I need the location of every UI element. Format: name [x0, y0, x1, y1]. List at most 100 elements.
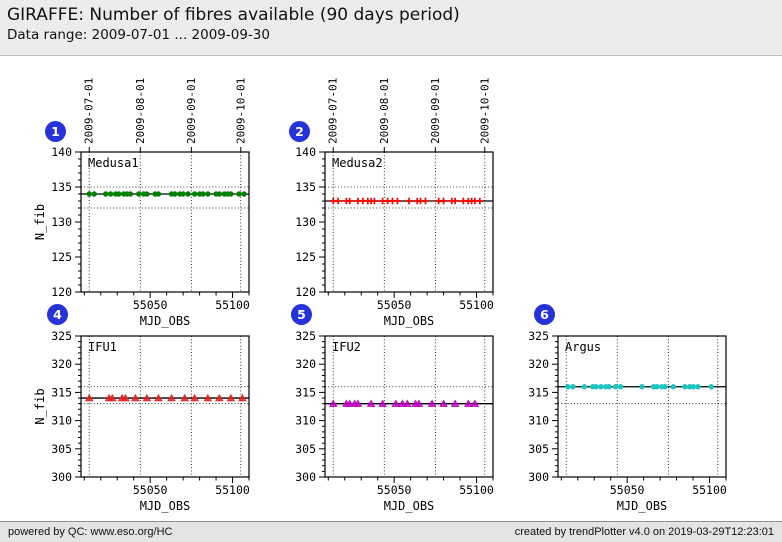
data-marker	[427, 399, 437, 407]
x-tick-label: 55050	[377, 298, 412, 312]
x-tick-label: 55050	[133, 298, 168, 312]
y-tick-label: 135	[51, 180, 72, 194]
date-gridlines	[88, 336, 242, 477]
footer-qc-link-text: powered by QC: www.eso.org/HC	[8, 526, 173, 538]
y-axis-ticks: 120 125 130 135 140	[295, 145, 325, 299]
data-marker	[612, 384, 619, 390]
axes-box	[324, 151, 494, 293]
data-marker	[682, 384, 688, 390]
plot-number-badge-6: 6	[534, 304, 555, 325]
top-date-tick-label: 2009-10-01	[234, 78, 247, 144]
data-marker	[172, 191, 178, 197]
plot-number-badge-5: 5	[291, 304, 312, 325]
y-axis-ticks: 300 305 310 315 320 325	[295, 329, 325, 484]
plot-argus: 300 305 310 315 320 325 55050 55100 Argus MJD_OBS	[505, 326, 736, 522]
data-marker	[421, 197, 429, 205]
y-axis-label: N_fib	[33, 204, 47, 240]
data-marker	[581, 384, 588, 390]
y-tick-label: 120	[295, 285, 316, 299]
data-marker	[403, 399, 412, 407]
y-tick-label: 320	[51, 357, 72, 371]
top-date-tick-label: 2009-08-01	[378, 78, 391, 144]
series-label: IFU1	[88, 340, 117, 354]
data-marker	[405, 197, 413, 205]
data-marker	[695, 384, 701, 390]
data-marker	[190, 393, 199, 402]
data-points-ifu2	[328, 399, 480, 407]
top-date-tick-label: 2009-09-01	[185, 78, 198, 144]
y-tick-label: 140	[295, 145, 316, 159]
data-marker	[593, 384, 599, 390]
x-axis-label: MJD_OBS	[140, 314, 191, 328]
x-tick-label: 55100	[692, 483, 727, 497]
data-marker	[116, 191, 122, 197]
data-points-medusa1	[86, 191, 247, 197]
x-tick-label: 55100	[215, 298, 250, 312]
data-marker	[353, 399, 363, 407]
plot-ifu1: 300 305 310 315 320 325 55050 55100 IFU1 MJD_OBS N…	[28, 326, 259, 522]
plot-canvas-ifu1: 300 305 310 315 320 325 55050 55100 IFU1 MJD_OBS N…	[33, 329, 250, 513]
y-tick-label: 320	[295, 357, 316, 371]
y-tick-label: 310	[295, 414, 316, 428]
plot-canvas-medusa1: 2009-07-01 2009-08-01 2009-09-01 2009-10-01…	[33, 78, 250, 328]
axes-box	[80, 151, 250, 293]
threshold-lines	[325, 186, 493, 209]
data-marker	[328, 399, 338, 407]
x-tick-label: 55050	[133, 483, 168, 497]
plot-canvas-ifu2: 300 305 310 315 320 325 55050 55100 IFU2 MJD_OBS	[295, 329, 494, 513]
data-marker	[203, 393, 213, 402]
plot-number-badge-2: 2	[289, 121, 310, 142]
series-label: IFU2	[332, 340, 361, 354]
data-marker	[450, 399, 460, 407]
data-marker	[135, 191, 142, 197]
data-marker	[570, 384, 576, 390]
data-marker	[393, 197, 401, 205]
data-marker	[155, 191, 162, 197]
y-tick-label: 130	[51, 215, 72, 229]
y-tick-label: 325	[295, 329, 316, 343]
y-tick-label: 305	[295, 442, 316, 456]
data-marker	[463, 399, 473, 407]
top-date-tick-label: 2009-07-01	[83, 78, 96, 144]
data-marker	[639, 384, 645, 390]
y-axis-ticks: 120 125 130 135 140	[51, 145, 81, 299]
y-tick-label: 300	[528, 470, 549, 484]
report-footer: powered by QC: www.eso.org/HC created by…	[0, 521, 782, 542]
top-date-tick-label: 2009-10-01	[478, 78, 491, 144]
y-tick-label: 315	[528, 385, 549, 399]
x-tick-label: 55100	[459, 298, 494, 312]
plot-number-badge-1: 1	[45, 121, 66, 142]
data-marker	[185, 191, 191, 197]
top-date-tick-label: 2009-08-01	[134, 78, 147, 144]
series-label: Medusa1	[88, 156, 139, 170]
axes-box	[557, 335, 727, 478]
data-marker	[180, 191, 186, 197]
date-gridlines: 2009-07-01 2009-08-01 2009-09-01 2009-10-01	[327, 78, 491, 292]
x-axis-label: MJD_OBS	[384, 314, 435, 328]
top-date-tick-label: 2009-07-01	[327, 78, 340, 144]
x-axis-ticks: 55050 55100	[83, 292, 250, 312]
data-marker	[154, 393, 163, 402]
data-marker	[476, 197, 484, 205]
data-marker	[228, 191, 234, 197]
data-marker	[142, 393, 152, 402]
x-axis-label: MJD_OBS	[384, 499, 435, 513]
x-axis-ticks: 55050 55100	[560, 477, 727, 497]
data-points-medusa2	[329, 197, 484, 205]
data-marker	[414, 399, 424, 407]
data-marker	[565, 384, 571, 390]
data-marker	[91, 191, 97, 197]
date-gridlines	[565, 336, 719, 477]
data-marker	[200, 191, 206, 197]
data-marker	[334, 197, 342, 205]
data-marker	[86, 191, 92, 197]
data-marker	[205, 191, 211, 197]
data-points-ifu1	[84, 393, 247, 402]
series-label: Medusa2	[332, 156, 383, 170]
data-marker	[690, 384, 696, 390]
data-marker	[167, 393, 176, 402]
x-axis-ticks: 55050 55100	[83, 477, 250, 497]
x-tick-label: 55050	[377, 483, 412, 497]
data-marker	[144, 191, 150, 197]
